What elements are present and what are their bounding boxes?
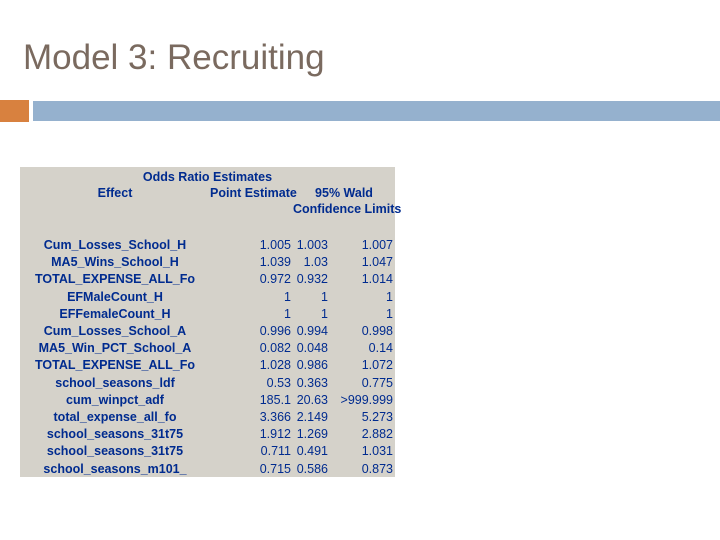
table-row: cum_winpct_adf 185.1 20.63 >999.999 <box>20 392 395 409</box>
lower-confidence-limit-cell: 1 <box>321 306 328 321</box>
column-header-spacer-effect <box>20 201 210 217</box>
point-estimate-cell: 0.082 <box>259 341 291 356</box>
point-estimate-cell: 0.711 <box>260 444 291 459</box>
effect-cell: TOTAL_EXPENSE_ALL_Fo <box>35 272 195 287</box>
table-row: TOTAL_EXPENSE_ALL_Fo 1.028 0.986 1.072 <box>20 357 395 374</box>
effect-cell: school_seasons_31t75 <box>46 444 184 459</box>
upper-confidence-limit-cell: 1.007 <box>361 238 393 252</box>
lower-confidence-limit-cell: 0.048 <box>296 341 328 356</box>
point-estimate-cell: 0.996 <box>259 324 291 339</box>
column-header-point-estimate: Point Estimate <box>210 186 297 200</box>
table-header-row-1: Effect Point Estimate 95% Wald <box>20 185 395 201</box>
lower-confidence-limit-cell: 1.003 <box>296 238 328 252</box>
point-estimate-cell: 1.039 <box>259 255 291 270</box>
table-body: Cum_Losses_School_H 1.005 1.003 1.007 MA… <box>20 237 395 478</box>
upper-confidence-limit-cell: 1 <box>386 306 393 321</box>
table-row: school_seasons_31t75 1.912 1.269 2.882 <box>20 426 395 443</box>
upper-confidence-limit-cell: 0.998 <box>361 324 393 339</box>
upper-confidence-limit-cell: >999.999 <box>340 392 393 407</box>
table-row: EFMaleCount_H 1 1 1 <box>20 289 395 306</box>
table-row: MA5_Wins_School_H 1.039 1.03 1.047 <box>20 254 395 271</box>
column-header-confidence-limits: Confidence Limits <box>293 202 402 216</box>
lower-confidence-limit-cell: 0.986 <box>296 358 328 373</box>
table-row: TOTAL_EXPENSE_ALL_Fo 0.972 0.932 1.014 <box>20 271 395 288</box>
effect-cell: EFMaleCount_H <box>67 289 163 304</box>
point-estimate-cell: 1.005 <box>259 238 291 252</box>
table-row: total_expense_all_fo 3.366 2.149 5.273 <box>20 409 395 426</box>
point-estimate-cell: 1 <box>284 306 291 321</box>
slide-title: Model 3: Recruiting <box>23 38 325 77</box>
table-row: Cum_Losses_School_A 0.996 0.994 0.998 <box>20 323 395 340</box>
table-row: school_seasons_ldf 0.53 0.363 0.775 <box>20 375 395 392</box>
table-row: EFFemaleCount_H 1 1 1 <box>20 306 395 323</box>
lower-confidence-limit-cell: 0.491 <box>296 444 328 459</box>
lower-confidence-limit-cell: 1.269 <box>296 427 328 442</box>
point-estimate-cell: 1 <box>284 289 291 304</box>
effect-cell: MA5_Wins_School_H <box>51 255 179 270</box>
effect-cell: EFFemaleCount_H <box>59 306 171 321</box>
lower-confidence-limit-cell: 0.994 <box>296 324 328 339</box>
table-row: Cum_Losses_School_H 1.005 1.003 1.007 <box>20 237 395 254</box>
lower-confidence-limit-cell: 20.63 <box>296 392 328 407</box>
effect-cell: MA5_Win_PCT_School_A <box>38 341 192 356</box>
point-estimate-cell: 0.715 <box>259 461 291 476</box>
accent-blue-bar <box>33 101 720 121</box>
accent-orange-block <box>0 100 29 122</box>
effect-cell: cum_winpct_adf <box>66 392 164 407</box>
effect-cell: total_expense_all_fo <box>53 410 177 425</box>
upper-confidence-limit-cell: 0.873 <box>361 461 393 476</box>
upper-confidence-limit-cell: 1.047 <box>361 255 393 270</box>
lower-confidence-limit-cell: 2.149 <box>296 410 328 425</box>
lower-confidence-limit-cell: 1.03 <box>303 255 328 270</box>
upper-confidence-limit-cell: 1.014 <box>361 272 393 287</box>
table-row: MA5_Win_PCT_School_A 0.082 0.048 0.14 <box>20 340 395 357</box>
column-header-95-wald: 95% Wald <box>315 186 373 200</box>
upper-confidence-limit-cell: 0.14 <box>368 341 393 356</box>
lower-confidence-limit-cell: 0.932 <box>296 272 328 287</box>
table-row: school_seasons_m101_ 0.715 0.586 0.873 <box>20 461 395 478</box>
point-estimate-cell: 185.1 <box>259 392 291 407</box>
effect-cell: school_seasons_31t75 <box>46 427 184 442</box>
point-estimate-cell: 1.912 <box>259 427 291 442</box>
lower-confidence-limit-cell: 0.586 <box>296 461 328 476</box>
table-header-body-gap <box>20 217 395 237</box>
column-header-spacer-point <box>210 201 293 217</box>
effect-cell: Cum_Losses_School_A <box>43 324 187 339</box>
upper-confidence-limit-cell: 1 <box>386 289 393 304</box>
table-title: Odds Ratio Estimates <box>142 170 273 184</box>
point-estimate-cell: 0.53 <box>266 375 291 390</box>
lower-confidence-limit-cell: 1 <box>321 289 328 304</box>
effect-cell: Cum_Losses_School_H <box>43 238 187 252</box>
upper-confidence-limit-cell: 2.882 <box>361 427 393 442</box>
effect-cell: school_seasons_m101_ <box>43 461 187 476</box>
odds-ratio-estimates-table: Odds Ratio Estimates Effect Point Estima… <box>20 167 402 478</box>
column-header-effect: Effect <box>97 186 133 200</box>
effect-cell: TOTAL_EXPENSE_ALL_Fo <box>35 358 195 373</box>
upper-confidence-limit-cell: 1.072 <box>361 358 393 373</box>
table-row: school_seasons_31t75 0.711 0.491 1.031 <box>20 443 395 460</box>
point-estimate-cell: 1.028 <box>259 358 291 373</box>
effect-cell: school_seasons_ldf <box>55 375 175 390</box>
lower-confidence-limit-cell: 0.363 <box>296 375 328 390</box>
point-estimate-cell: 0.972 <box>259 272 291 287</box>
point-estimate-cell: 3.366 <box>259 410 291 425</box>
upper-confidence-limit-cell: 5.273 <box>361 410 393 425</box>
table-header-row-2: Confidence Limits <box>20 201 402 217</box>
upper-confidence-limit-cell: 1.031 <box>361 444 393 459</box>
upper-confidence-limit-cell: 0.775 <box>361 375 393 390</box>
